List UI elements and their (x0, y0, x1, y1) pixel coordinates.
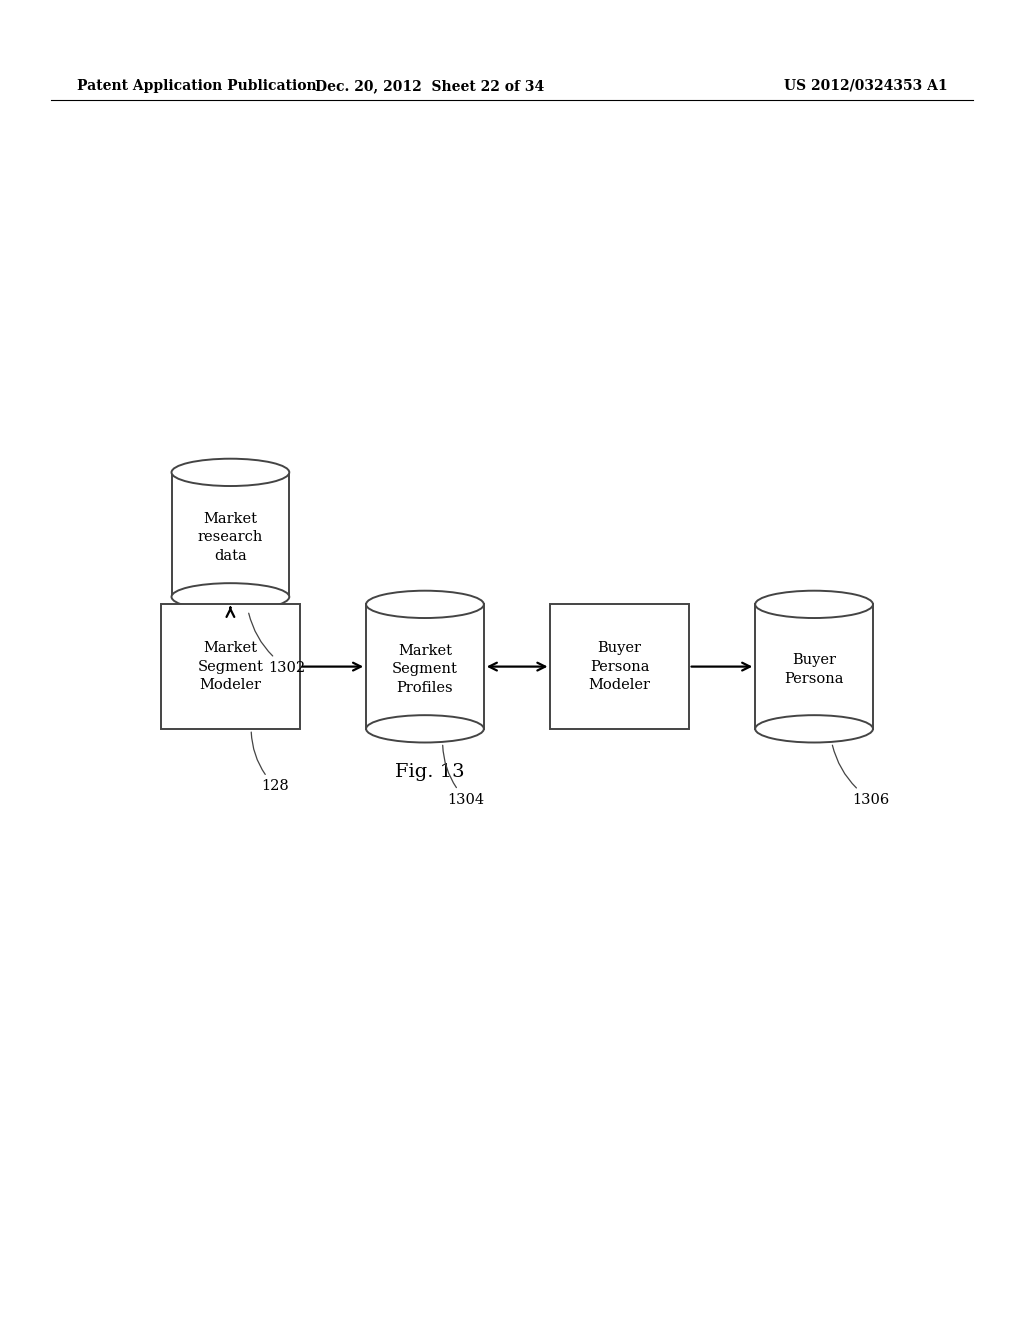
Text: Fig. 13: Fig. 13 (395, 763, 465, 781)
Polygon shape (172, 473, 290, 597)
Bar (162, 605, 299, 729)
Text: Dec. 20, 2012  Sheet 22 of 34: Dec. 20, 2012 Sheet 22 of 34 (315, 79, 545, 92)
Text: Market
research
data: Market research data (198, 512, 263, 562)
Ellipse shape (172, 583, 290, 611)
Ellipse shape (367, 715, 483, 743)
Polygon shape (756, 605, 872, 729)
Ellipse shape (172, 458, 290, 486)
Text: Market
Segment
Profiles: Market Segment Profiles (392, 644, 458, 694)
Text: US 2012/0324353 A1: US 2012/0324353 A1 (783, 79, 947, 92)
Text: 1306: 1306 (833, 746, 890, 807)
Ellipse shape (367, 590, 483, 618)
Ellipse shape (756, 590, 872, 618)
Polygon shape (367, 605, 483, 729)
Text: 1302: 1302 (249, 614, 306, 675)
Text: 128: 128 (251, 733, 289, 793)
Text: Patent Application Publication: Patent Application Publication (77, 79, 316, 92)
Text: Buyer
Persona: Buyer Persona (784, 653, 844, 685)
Bar (551, 605, 688, 729)
Text: Buyer
Persona
Modeler: Buyer Persona Modeler (589, 642, 650, 692)
Text: Market
Segment
Modeler: Market Segment Modeler (198, 642, 263, 692)
Ellipse shape (756, 715, 872, 743)
Text: 1304: 1304 (442, 746, 485, 807)
